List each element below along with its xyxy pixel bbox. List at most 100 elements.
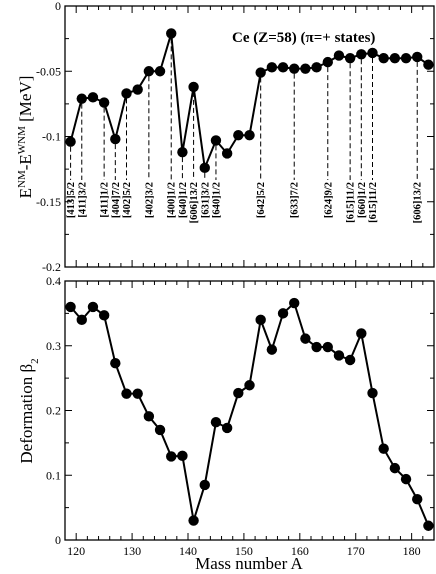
data-point	[110, 358, 121, 369]
data-point	[356, 49, 367, 60]
data-point	[188, 81, 199, 93]
data-point	[367, 387, 378, 399]
top-y-axis-label: ENM-EWNM [MeV]	[16, 76, 35, 199]
data-point	[400, 53, 412, 64]
state-label: [411]1/2	[100, 182, 111, 218]
state-label: [400]1/2	[167, 182, 178, 218]
data-point	[378, 53, 389, 64]
data-point	[132, 388, 143, 399]
ylabel-unit: [MeV]	[16, 76, 35, 127]
data-point	[300, 333, 311, 344]
x-tick-label: 180	[403, 544, 421, 558]
data-point	[210, 416, 222, 428]
data-point	[143, 411, 155, 422]
data-point	[221, 422, 233, 434]
data-point	[300, 63, 311, 74]
top-series-points	[65, 28, 434, 174]
data-point	[166, 28, 177, 39]
state-label: [606]13/2	[189, 182, 200, 223]
data-point	[177, 146, 188, 158]
x-tick-label: 170	[347, 544, 365, 558]
x-tick-label: 150	[235, 544, 253, 558]
ylabel-deformation: Deformation β	[17, 364, 36, 464]
data-point	[233, 387, 244, 399]
state-label: [402]3/2	[144, 182, 155, 218]
data-point	[110, 133, 121, 145]
x-tick-label: 160	[291, 544, 309, 558]
y-tick-label: 0.1	[46, 468, 61, 482]
data-point	[255, 314, 266, 326]
data-point	[344, 53, 356, 64]
data-point	[277, 62, 289, 73]
bottom-y-axis-label: Deformation β2	[17, 358, 41, 463]
ylabel-e1: E	[16, 188, 35, 198]
data-point	[356, 328, 367, 339]
y-tick-label: 0.4	[46, 274, 61, 288]
x-axis-label: Mass number A	[195, 554, 303, 573]
bottom-x-axis: 120 130 140 150 160 170 180	[64, 281, 435, 558]
data-point	[322, 341, 333, 353]
state-label: [606]13/2	[413, 182, 424, 223]
data-point	[65, 136, 76, 147]
data-point	[154, 66, 166, 77]
data-point	[389, 462, 401, 474]
y-tick-label: 0.3	[46, 339, 61, 353]
data-point	[98, 97, 110, 108]
state-label: [411]3/2	[77, 182, 88, 218]
data-point	[87, 92, 99, 103]
data-point	[210, 135, 222, 146]
data-point	[188, 515, 199, 526]
data-point	[344, 354, 356, 366]
y-tick-label: 0	[55, 533, 61, 547]
data-point	[244, 380, 255, 391]
data-point	[333, 50, 345, 61]
bottom-plot-frame	[64, 280, 435, 541]
data-point	[367, 47, 378, 59]
data-point	[378, 443, 389, 454]
data-point	[76, 93, 87, 104]
data-point	[389, 53, 401, 64]
state-label: [624]9/2	[323, 182, 334, 218]
bottom-series-line	[69, 301, 430, 527]
data-point	[166, 451, 177, 462]
data-point	[98, 310, 110, 321]
data-point	[177, 450, 188, 462]
data-point	[266, 62, 278, 73]
state-label: [615]11/2	[368, 182, 379, 223]
ylabel-wnm: WNM	[16, 126, 28, 154]
top-x-axis	[64, 6, 435, 267]
data-point	[132, 84, 143, 95]
data-point	[289, 63, 300, 74]
data-point	[289, 297, 300, 309]
state-label: [615]11/2	[346, 182, 357, 223]
data-point	[199, 162, 210, 174]
state-annotations: [413]5/2 [411]3/2 [411]1/2 [404]7/2 [402]5/2…	[66, 38, 424, 223]
y-tick-label: -0.2	[42, 260, 61, 274]
data-point	[65, 301, 76, 313]
data-point	[121, 388, 132, 399]
state-label: [631]3/2	[200, 182, 211, 218]
data-point	[311, 341, 322, 353]
state-label: [633]7/2	[290, 182, 301, 218]
ylabel-beta-sub: 2	[29, 358, 41, 364]
top-chart-title: Ce (Z=58) (π=+ states)	[232, 30, 375, 46]
data-point	[121, 88, 132, 99]
data-point	[154, 424, 166, 436]
data-point	[233, 129, 244, 141]
top-panel: Ce (Z=58) (π=+ states) [413]5/2 [411]3/2 […	[16, 0, 435, 274]
data-point	[333, 350, 345, 361]
data-point	[255, 67, 266, 78]
ylabel-nm: NM	[16, 170, 28, 188]
data-point	[143, 66, 155, 77]
data-point	[76, 314, 87, 326]
data-point	[221, 148, 233, 159]
state-label: [413]5/2	[66, 182, 77, 218]
state-label: [660]1/2	[357, 182, 368, 218]
x-tick-label: 130	[123, 544, 141, 558]
data-point	[423, 59, 434, 70]
y-tick-label: -0.15	[36, 195, 61, 209]
data-point	[311, 62, 322, 73]
bottom-y-axis: 0 0.1 0.2 0.3 0.4	[46, 274, 434, 547]
state-label: [402]5/2	[122, 182, 133, 218]
